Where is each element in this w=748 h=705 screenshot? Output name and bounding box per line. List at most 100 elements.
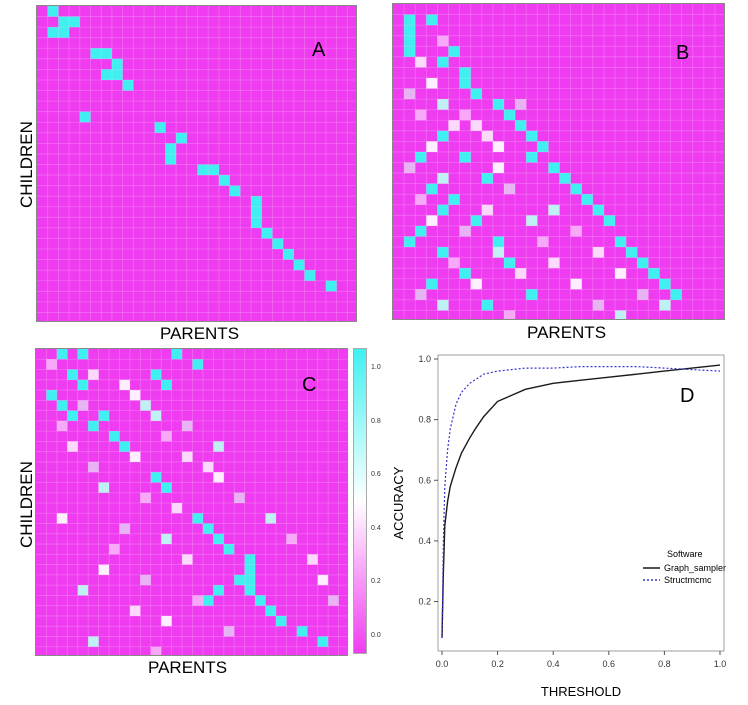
parents-label-c: PARENTS — [148, 658, 228, 677]
heatmap-cell-high — [448, 194, 460, 205]
x-tick-label: 0.8 — [658, 659, 671, 669]
heatmap-cell-light — [182, 451, 193, 462]
heatmap-cell-light — [515, 99, 527, 110]
heatmap-cell-high — [171, 349, 183, 360]
heatmap-cell-light — [307, 554, 318, 565]
heatmap-cell-high — [272, 238, 284, 250]
heatmap-cell-high — [69, 16, 80, 28]
heatmap-cell-high — [88, 420, 99, 432]
heatmap-cell-high — [208, 164, 219, 176]
colorbar-tick-label: 0.4 — [371, 524, 381, 532]
plot-frame — [437, 354, 725, 652]
heatmap-cell-high — [296, 626, 308, 637]
heatmap-cell-high — [526, 130, 538, 142]
heatmap-panel-a: A — [36, 5, 357, 322]
heatmap-cell-light — [570, 225, 582, 237]
heatmap-cell-light — [98, 482, 110, 493]
x-tick-label: 0.0 — [436, 659, 449, 669]
heatmap-cell-high — [515, 120, 527, 131]
heatmap-cell-light — [481, 204, 493, 216]
heatmap-cell-high — [58, 27, 70, 38]
heatmap-cell-high — [470, 88, 482, 100]
heatmap-cell-high — [459, 151, 471, 163]
heatmap-cell-light — [637, 289, 649, 300]
heatmap-cell-high — [404, 46, 416, 57]
heatmap-cell-high — [437, 56, 449, 68]
heatmap-cell-high — [192, 513, 203, 524]
heatmap-cell-high — [526, 289, 538, 300]
heatmap-cell-high — [559, 173, 571, 184]
colorbar-tick-label: 0.8 — [371, 417, 381, 425]
heatmap-cell-high — [481, 173, 493, 184]
heatmap-cell-light — [592, 299, 604, 311]
heatmap-cell-high — [192, 359, 203, 370]
heatmap-cell-light — [459, 109, 471, 121]
y-tick-label: 0.6 — [418, 475, 431, 485]
colorbar-tick-label: 1.0 — [371, 364, 381, 371]
heatmap-cell-high — [47, 27, 59, 38]
heatmap-cell-light — [77, 400, 89, 411]
heatmap-cell-high — [165, 143, 177, 154]
heatmap-cell-high — [234, 574, 245, 586]
heatmap-cell-light — [615, 268, 627, 279]
heatmap-cell-high — [275, 615, 287, 627]
heatmap-cell-high — [251, 206, 262, 218]
heatmap-cell-light — [119, 523, 130, 534]
heatmap-cell-high — [615, 236, 627, 248]
heatmap-cell-light — [404, 88, 416, 100]
parents-label-b: PARENTS — [527, 323, 607, 342]
heatmap-cell-high — [77, 379, 89, 391]
heatmap-cell-light — [182, 554, 193, 565]
heatmap-cell-high — [56, 349, 68, 360]
x-tick-label: 0.4 — [547, 659, 560, 669]
heatmap-cell-high — [161, 379, 172, 391]
legend-entry: Graph_sampler — [664, 563, 726, 573]
heatmap-cell-light — [415, 56, 427, 68]
heatmap-cell-light — [88, 369, 99, 380]
heatmap-cell-light — [317, 574, 329, 586]
heatmap-b-svg — [393, 4, 724, 319]
heatmap-cell-light — [526, 215, 538, 226]
heatmap-cell-high — [67, 369, 78, 380]
heatmap-cell-light — [470, 120, 482, 131]
heatmap-cell-high — [176, 132, 187, 144]
heatmap-cell-high — [119, 441, 130, 452]
heatmap-cell-high — [492, 236, 504, 248]
heatmap-cell-light — [659, 299, 671, 311]
heatmap-cell-high — [504, 109, 516, 121]
heatmap-cell-light — [202, 461, 214, 473]
heatmap-cell-light — [129, 605, 141, 616]
heatmap-cell-high — [251, 196, 262, 207]
heatmap-cell-high — [426, 14, 438, 26]
heatmap-cell-light — [77, 585, 89, 596]
heatmap-cell-light — [437, 99, 449, 110]
heatmap-cell-high — [46, 390, 57, 401]
heatmap-cell-light — [140, 574, 151, 586]
heatmap-cell-high — [109, 431, 120, 442]
panel-label-d: D — [680, 385, 694, 407]
heatmap-cell-high — [415, 225, 427, 237]
heatmap-cell-light — [223, 626, 235, 637]
children-label-a: CHILDREN — [17, 121, 36, 208]
heatmap-cell-high — [101, 48, 112, 59]
heatmap-cell-high — [122, 79, 134, 91]
heatmap-cell-light — [548, 257, 560, 269]
heatmap-cell-high — [67, 410, 78, 421]
heatmap-cell-light — [56, 420, 68, 432]
legend-entry: Structmcmc — [664, 575, 712, 585]
heatmap-cell-light — [481, 130, 493, 142]
heatmap-cell-light — [67, 441, 78, 452]
heatmap-cell-high — [58, 16, 70, 28]
heatmap-cell-high — [570, 183, 582, 195]
heatmap-cell-light — [46, 359, 57, 370]
parents-label-a: PARENTS — [160, 324, 240, 343]
heatmap-cell-light — [328, 595, 339, 606]
heatmap-cell-high — [648, 268, 660, 279]
heatmap-cell-high — [111, 69, 123, 80]
heatmap-cell-light — [213, 472, 224, 483]
heatmap-cell-high — [101, 69, 112, 80]
heatmap-cell-light — [515, 268, 527, 279]
heatmap-cell-light — [426, 215, 438, 226]
heatmap-cell-light — [88, 636, 99, 647]
heatmap-cell-light — [150, 646, 162, 655]
